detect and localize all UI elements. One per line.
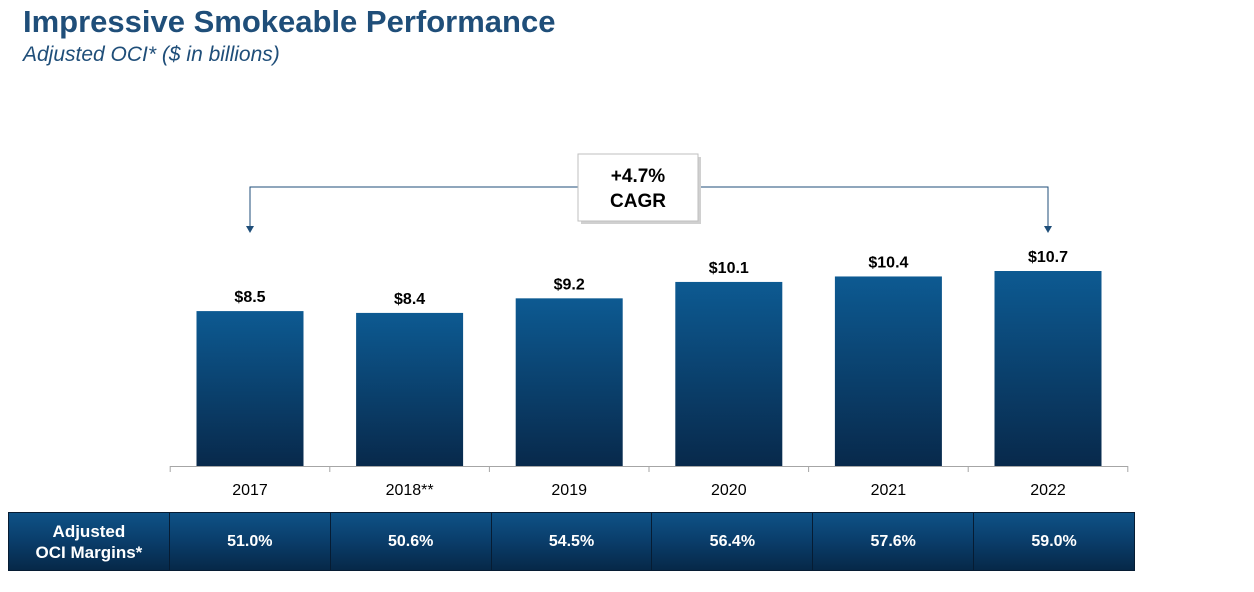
- cagr-box: [577, 153, 699, 222]
- margin-cell-2020: 56.4%: [651, 513, 813, 570]
- tick-label-2022: 2022: [1030, 482, 1066, 499]
- bar-2021: [834, 276, 942, 466]
- page-subtitle: Adjusted OCI* ($ in billions): [23, 43, 280, 66]
- tick-label-2017: 2017: [232, 482, 268, 499]
- value-label-2018**: $8.4: [394, 291, 425, 308]
- bar-2020: [675, 281, 783, 466]
- tick-label-2019: 2019: [551, 482, 587, 499]
- tick-label-2018**: 2018**: [386, 482, 434, 499]
- value-label-2019: $9.2: [554, 276, 585, 293]
- bar-2022: [994, 271, 1102, 466]
- cagr-value: +4.7%: [611, 166, 666, 187]
- bar-2018**: [356, 312, 464, 466]
- cagr-label: CAGR: [610, 191, 666, 212]
- margins-header-line1: Adjusted: [52, 521, 126, 541]
- bar-2019: [515, 298, 623, 466]
- page-title: Impressive Smokeable Performance: [23, 4, 556, 39]
- tick-label-2020: 2020: [711, 482, 747, 499]
- oci-margins-table: Adjusted OCI Margins* 51.0% 50.6% 54.5% …: [8, 512, 1135, 571]
- value-label-2017: $8.5: [234, 289, 265, 306]
- value-label-2020: $10.1: [709, 260, 749, 277]
- cagr-arrow-left: [246, 226, 254, 233]
- margin-cell-2018: 50.6%: [329, 513, 491, 570]
- margin-cell-2021: 57.6%: [812, 513, 974, 570]
- bar-2017: [196, 311, 304, 466]
- tick-label-2021: 2021: [871, 482, 907, 499]
- bar-chart: $8.5 2017 $8.4 2018** $9.2 2019 $10.1 2020 $10.4…: [169, 153, 1129, 499]
- margin-cell-2022: 59.0%: [973, 513, 1135, 570]
- value-label-2021: $10.4: [868, 254, 908, 271]
- margins-table-header: Adjusted OCI Margins*: [9, 513, 169, 570]
- margin-cell-2017: 51.0%: [168, 513, 330, 570]
- margin-cell-2019: 54.5%: [490, 513, 652, 570]
- cagr-arrow-right: [1044, 226, 1052, 233]
- value-label-2022: $10.7: [1028, 249, 1068, 266]
- margins-header-line2: OCI Margins*: [35, 542, 143, 562]
